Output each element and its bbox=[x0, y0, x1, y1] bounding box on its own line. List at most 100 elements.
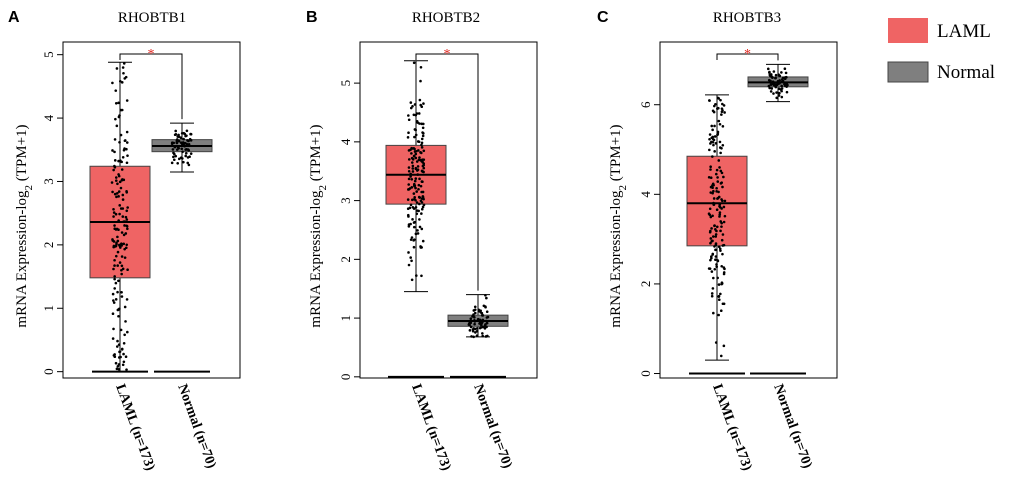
data-point bbox=[772, 83, 776, 87]
data-point bbox=[187, 142, 191, 146]
y-axis-label-c: mRNA Expression-log2 (TPM+1) bbox=[608, 124, 629, 327]
data-point bbox=[170, 142, 174, 146]
data-point bbox=[716, 133, 719, 137]
data-point bbox=[407, 114, 410, 117]
data-point bbox=[124, 232, 128, 235]
data-point bbox=[111, 312, 115, 316]
data-point bbox=[112, 211, 116, 214]
data-point bbox=[469, 321, 473, 325]
data-point bbox=[421, 126, 425, 130]
data-point bbox=[415, 212, 419, 216]
data-point bbox=[415, 112, 419, 115]
data-point bbox=[721, 233, 725, 236]
data-point bbox=[473, 315, 476, 319]
data-point bbox=[712, 202, 716, 206]
data-point bbox=[769, 90, 773, 93]
data-point bbox=[708, 207, 712, 211]
data-point bbox=[120, 178, 124, 182]
data-point bbox=[407, 215, 410, 218]
data-point bbox=[720, 110, 724, 114]
data-point bbox=[177, 139, 181, 143]
data-point bbox=[181, 150, 184, 154]
data-point bbox=[113, 258, 116, 262]
data-point bbox=[121, 267, 125, 271]
data-point bbox=[417, 187, 420, 191]
data-point bbox=[114, 179, 118, 182]
data-point bbox=[117, 174, 121, 178]
data-point bbox=[120, 168, 124, 171]
y-tick-label: 5 bbox=[41, 51, 56, 58]
data-point bbox=[473, 305, 477, 309]
data-point bbox=[116, 182, 119, 186]
data-point bbox=[709, 215, 713, 219]
data-point bbox=[115, 124, 119, 128]
legend-swatch-normal bbox=[887, 61, 929, 83]
data-point bbox=[714, 233, 718, 236]
data-point bbox=[122, 242, 126, 246]
significance-bracket bbox=[716, 53, 779, 61]
data-point bbox=[783, 67, 787, 71]
data-point bbox=[722, 271, 726, 274]
data-point bbox=[122, 233, 126, 237]
data-point bbox=[186, 161, 190, 165]
data-point bbox=[420, 137, 424, 141]
category-label: LAML (n=173) bbox=[112, 382, 157, 473]
data-point bbox=[714, 228, 717, 231]
data-point bbox=[717, 313, 720, 317]
data-point bbox=[411, 167, 415, 170]
y-tick-label: 1 bbox=[41, 305, 56, 312]
data-point bbox=[415, 160, 419, 163]
data-point bbox=[767, 84, 771, 88]
data-point bbox=[410, 259, 413, 263]
data-point bbox=[720, 282, 723, 286]
data-point bbox=[413, 196, 416, 199]
data-point bbox=[123, 247, 126, 251]
data-point bbox=[468, 323, 471, 327]
data-point bbox=[711, 253, 714, 256]
data-point bbox=[114, 244, 118, 248]
data-point bbox=[174, 129, 178, 133]
data-point bbox=[716, 180, 720, 183]
data-point bbox=[125, 191, 129, 194]
data-point bbox=[410, 161, 414, 164]
data-point bbox=[407, 158, 411, 161]
data-point bbox=[170, 161, 174, 165]
data-point bbox=[406, 136, 410, 139]
data-point bbox=[121, 198, 125, 201]
data-point bbox=[780, 95, 784, 99]
data-point bbox=[180, 147, 184, 151]
data-point bbox=[778, 79, 781, 82]
data-point bbox=[409, 175, 412, 178]
data-point bbox=[712, 110, 716, 114]
data-point bbox=[717, 245, 721, 249]
data-point bbox=[420, 201, 424, 204]
data-point bbox=[189, 152, 193, 155]
data-point bbox=[126, 206, 129, 209]
data-point bbox=[412, 225, 416, 229]
data-point bbox=[414, 177, 418, 180]
data-point bbox=[176, 161, 179, 165]
data-point bbox=[173, 133, 177, 137]
data-point bbox=[720, 113, 723, 116]
data-point bbox=[720, 171, 724, 175]
data-point bbox=[111, 337, 115, 340]
data-point bbox=[117, 159, 120, 163]
data-point bbox=[123, 224, 126, 227]
data-point bbox=[125, 141, 129, 144]
legend-swatch-laml bbox=[888, 18, 928, 43]
data-point bbox=[485, 316, 489, 319]
legend: LAML Normal bbox=[887, 18, 995, 83]
data-point bbox=[410, 147, 414, 150]
chart-title-b: RHOBTB2 bbox=[412, 10, 480, 26]
legend-label-normal: Normal bbox=[937, 62, 995, 83]
data-point bbox=[125, 147, 128, 151]
data-point bbox=[413, 179, 417, 183]
y-tick-label: 0 bbox=[41, 368, 56, 375]
data-point bbox=[422, 203, 426, 207]
data-point bbox=[112, 299, 115, 302]
data-point bbox=[722, 104, 726, 107]
data-point bbox=[172, 155, 175, 159]
data-point bbox=[411, 170, 415, 173]
data-point bbox=[721, 302, 725, 306]
data-point bbox=[121, 66, 125, 69]
